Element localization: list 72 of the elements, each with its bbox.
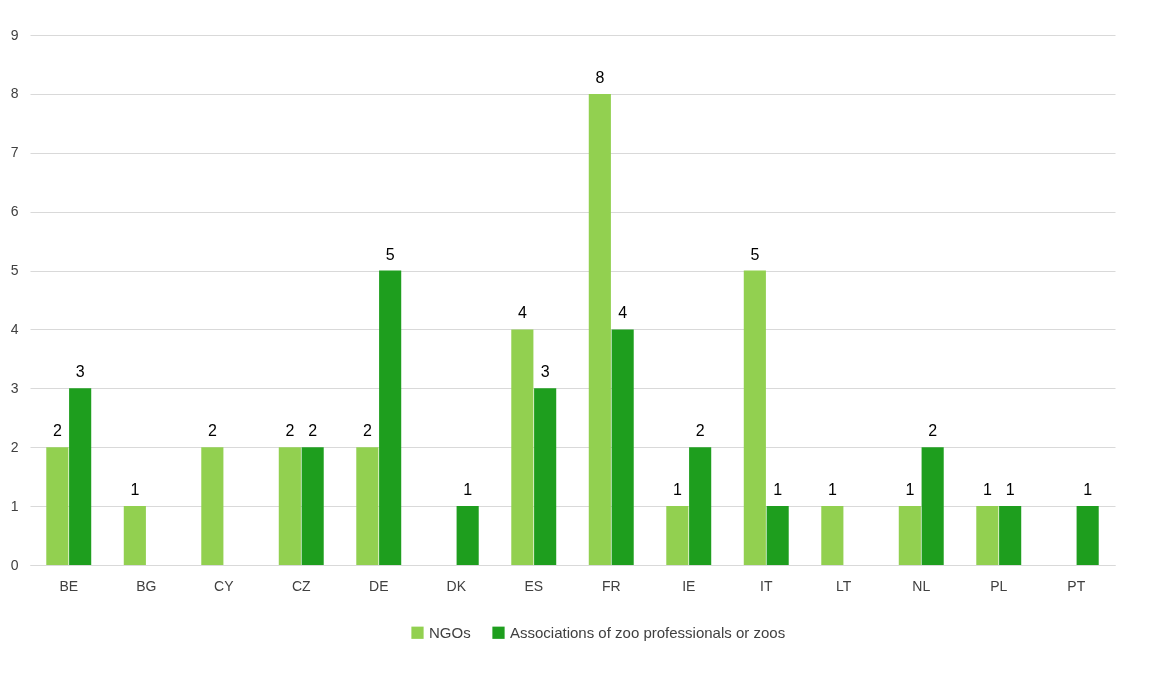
data-label: 2 — [308, 422, 318, 440]
x-tick-label: BE — [59, 577, 79, 594]
bar — [278, 447, 301, 565]
data-label: 5 — [385, 245, 395, 263]
y-tick-label: 0 — [10, 556, 19, 573]
y-tick-label: 1 — [10, 497, 19, 514]
data-label: 1 — [1005, 481, 1015, 499]
bar — [921, 447, 944, 565]
bar — [689, 447, 712, 565]
y-tick-label: 5 — [10, 262, 19, 279]
data-label: 5 — [750, 245, 760, 263]
bar — [999, 506, 1022, 565]
y-tick-label: 2 — [10, 438, 19, 455]
x-tick-label: DK — [446, 577, 467, 594]
bar — [356, 447, 379, 565]
data-label: 3 — [540, 363, 550, 381]
bar — [666, 506, 689, 565]
data-label: 1 — [463, 481, 473, 499]
x-tick-label: NL — [912, 577, 931, 594]
bar — [379, 270, 402, 565]
data-label: 1 — [773, 481, 783, 499]
bar — [976, 506, 999, 565]
x-tick-label: CZ — [291, 577, 312, 594]
y-tick-label: 8 — [10, 85, 19, 102]
x-tick-label: IE — [682, 577, 696, 594]
bar — [69, 388, 92, 565]
y-tick-label: 4 — [10, 320, 19, 337]
y-tick-label: 7 — [10, 144, 19, 161]
bar — [456, 506, 479, 565]
data-label: 1 — [130, 481, 140, 499]
x-tick-label: LT — [836, 577, 852, 594]
bar — [743, 270, 766, 565]
data-label: 4 — [618, 304, 628, 322]
data-label: 8 — [595, 68, 605, 86]
bar — [534, 388, 557, 565]
bar — [201, 447, 224, 565]
x-tick-label: CY — [214, 577, 235, 594]
data-label: 2 — [207, 422, 217, 440]
data-label: 1 — [905, 481, 915, 499]
data-label: 2 — [362, 422, 372, 440]
bar — [821, 506, 844, 565]
x-tick-label: DE — [369, 577, 389, 594]
data-label: 1 — [982, 481, 992, 499]
x-tick-label: FR — [601, 577, 621, 594]
bar — [123, 506, 146, 565]
x-tick-label: BG — [136, 577, 157, 594]
bar — [301, 447, 324, 565]
bar — [898, 506, 921, 565]
bar — [766, 506, 789, 565]
bar — [588, 93, 611, 565]
x-tick-label: ES — [524, 577, 544, 594]
legend-label: Associations of zoo professionals or zoos — [510, 623, 786, 641]
data-label: 2 — [285, 422, 295, 440]
bar — [46, 447, 69, 565]
bar — [511, 329, 534, 565]
data-label: 2 — [52, 422, 62, 440]
data-label: 1 — [1083, 481, 1093, 499]
y-tick-label: 9 — [10, 26, 19, 43]
y-tick-label: 6 — [10, 203, 19, 220]
data-label: 3 — [75, 363, 85, 381]
x-tick-label: PL — [990, 577, 1008, 594]
x-tick-label: IT — [760, 577, 773, 594]
bar — [1076, 506, 1099, 565]
bar — [611, 329, 634, 565]
data-label: 4 — [517, 304, 527, 322]
data-label: 2 — [695, 422, 705, 440]
data-label: 1 — [672, 481, 682, 499]
legend-label: NGOs — [429, 623, 471, 641]
data-label: 2 — [928, 422, 938, 440]
y-tick-label: 3 — [10, 379, 19, 396]
x-tick-label: PT — [1067, 577, 1086, 594]
data-label: 1 — [827, 481, 837, 499]
